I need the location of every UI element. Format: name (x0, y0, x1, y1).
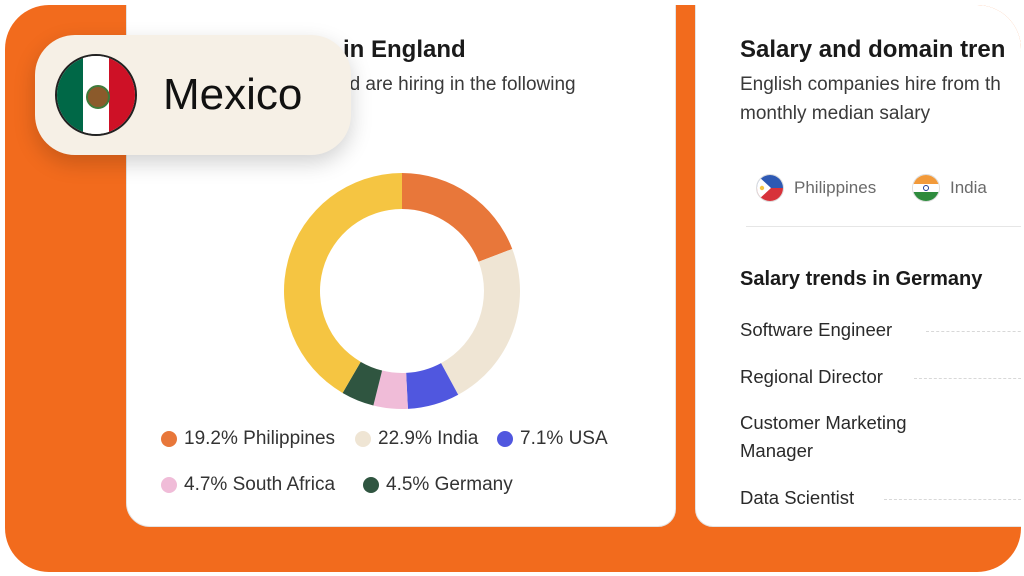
mexico-badge: Mexico (35, 35, 351, 155)
legend-item-india: 22.9% India (355, 428, 478, 450)
legend-label: 7.1% USA (520, 428, 608, 449)
legend-dot (355, 431, 371, 447)
legend-label: 22.9% India (378, 428, 479, 449)
hiring-countries-card: ts in England nd are hiring in the follo… (126, 5, 676, 527)
role-data-scientist: Data Scientist (740, 487, 855, 508)
country-tab-label: Philippines (794, 178, 877, 197)
mexico-flag-icon (55, 54, 137, 136)
philippines-flag-icon (756, 174, 784, 202)
card-subtitle-line-2: monthly median salary (740, 103, 931, 124)
dashed-line (884, 499, 1021, 500)
donut-slice-south-africa (373, 370, 408, 409)
divider (746, 226, 1021, 227)
card-title: Salary and domain tren (740, 36, 1006, 63)
orange-frame: ts in England nd are hiring in the follo… (5, 5, 1021, 572)
card-subtitle-line-1: English companies hire from th (740, 74, 1001, 95)
donut-slice-usa (406, 363, 459, 409)
role-software-engineer: Software Engineer (740, 319, 893, 340)
legend-dot (497, 431, 513, 447)
dashed-line (914, 378, 1021, 379)
donut-slice-germany (342, 361, 383, 406)
legend-item-usa: 7.1% USA (497, 428, 608, 450)
salary-trends-card: Salary and domain tren English companies… (695, 5, 1021, 527)
legend-dot (161, 431, 177, 447)
india-flag-icon (912, 174, 940, 202)
role-customer-marketing-manager: Customer Marketing Manager (740, 412, 907, 461)
dashed-line (926, 331, 1021, 332)
legend-item-germany: 4.5% Germany (363, 474, 513, 496)
donut-slice-india (441, 248, 520, 395)
legend-label: 4.5% Germany (386, 474, 513, 495)
country-name: Mexico (163, 70, 303, 119)
legend-dot (161, 477, 177, 493)
legend-dot (363, 477, 379, 493)
trends-heading: Salary trends in Germany (740, 268, 983, 290)
legend-item-south-africa: 4.7% South Africa (161, 474, 335, 496)
country-tab-philippines[interactable]: Philippines (756, 174, 876, 202)
card-subtitle: nd are hiring in the following (339, 74, 576, 95)
legend-label: 4.7% South Africa (184, 474, 336, 495)
legend-item-philippines: 19.2% Philippines (161, 428, 335, 450)
donut-slice-remainder (284, 173, 402, 393)
country-tab-india[interactable]: India (912, 174, 987, 202)
country-tab-label: India (950, 178, 987, 197)
role-regional-director: Regional Director (740, 366, 883, 387)
legend-label: 19.2% Philippines (184, 428, 336, 449)
donut-slice-philippines (402, 173, 513, 262)
donut-chart (284, 173, 520, 409)
